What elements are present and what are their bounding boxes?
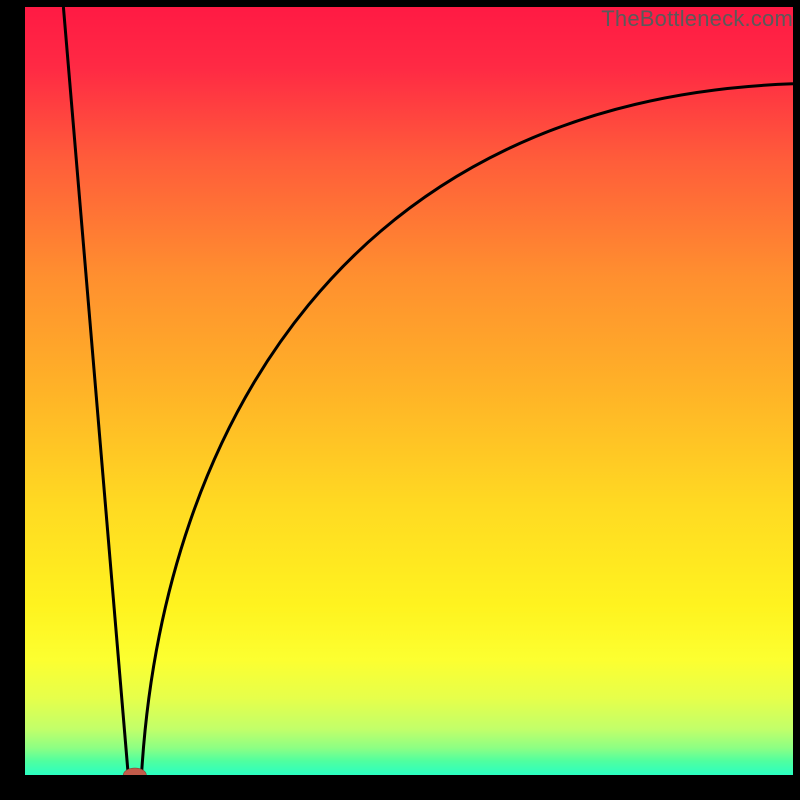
plot-area bbox=[25, 7, 793, 775]
chart-frame: TheBottleneck.com bbox=[0, 0, 800, 800]
gradient-background bbox=[25, 7, 793, 775]
chart-svg bbox=[25, 7, 793, 775]
watermark-text: TheBottleneck.com bbox=[601, 6, 793, 32]
